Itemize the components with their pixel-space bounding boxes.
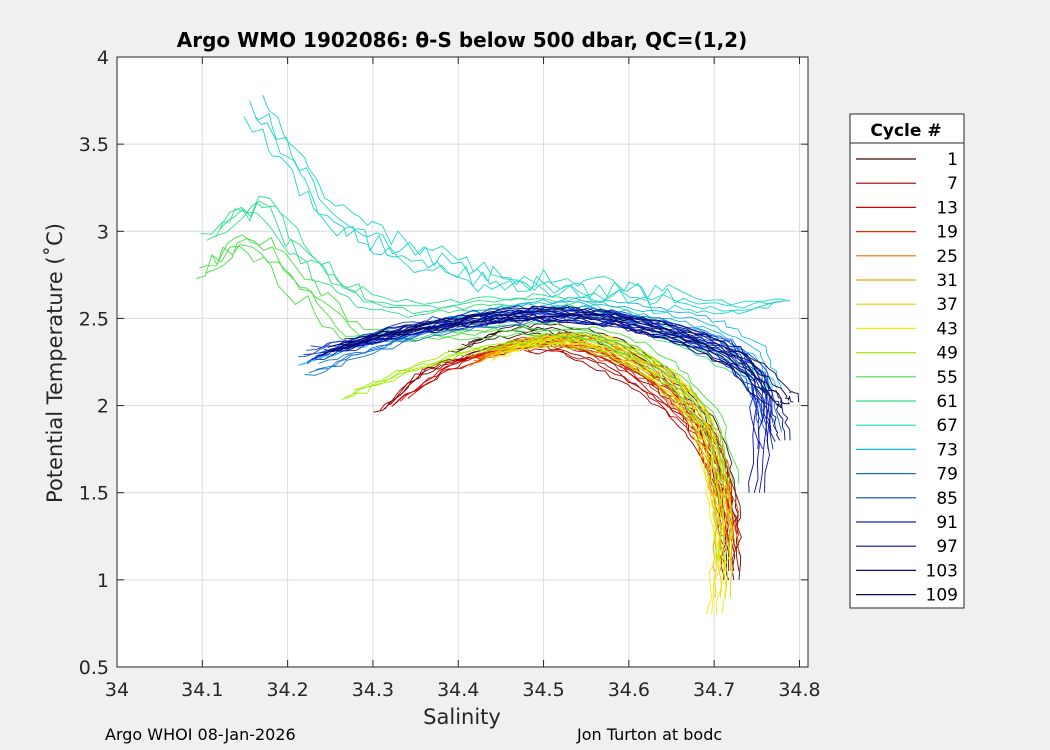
series-line-cycle-103 bbox=[330, 309, 786, 441]
y-tick-label: 0.5 bbox=[79, 657, 109, 679]
series-line-cycle-109 bbox=[330, 316, 784, 409]
y-tick-label: 3 bbox=[97, 221, 109, 243]
series-line-cycle-67 bbox=[254, 113, 786, 309]
series-line-cycle-49 bbox=[344, 340, 722, 563]
legend-entry-label: 19 bbox=[936, 223, 958, 243]
legend-entry-label: 103 bbox=[926, 561, 958, 581]
legend-entry-label: 109 bbox=[926, 586, 958, 606]
chart-title: Argo WMO 1902086: θ-S below 500 dbar, QC… bbox=[177, 28, 747, 52]
legend-entry-label: 25 bbox=[936, 247, 958, 267]
y-tick-label: 3.5 bbox=[79, 134, 109, 156]
legend-entry-label: 31 bbox=[936, 271, 958, 291]
x-tick-label: 34.6 bbox=[608, 679, 650, 701]
legend-entry-label: 7 bbox=[947, 174, 958, 194]
legend-entry-label: 79 bbox=[936, 465, 958, 485]
legend-entry-label: 85 bbox=[936, 489, 958, 509]
y-tick-label: 1.5 bbox=[79, 483, 109, 505]
y-tick-label: 2.5 bbox=[79, 308, 109, 330]
x-tick-label: 34.4 bbox=[437, 679, 479, 701]
footer-author: Jon Turton at bodc bbox=[577, 725, 723, 744]
series-line-cycle-109 bbox=[337, 314, 790, 405]
x-tick-label: 34.8 bbox=[778, 679, 820, 701]
legend-entry-label: 13 bbox=[936, 198, 958, 218]
plot-frame bbox=[116, 56, 809, 668]
series-line-cycle-43 bbox=[501, 336, 725, 615]
series-line-cycle-67 bbox=[249, 100, 780, 312]
series-group bbox=[195, 94, 800, 615]
series-line-cycle-55 bbox=[199, 244, 730, 485]
legend-entry-label: 49 bbox=[936, 344, 958, 364]
series-line-cycle-109 bbox=[344, 306, 800, 403]
series-line-cycle-43 bbox=[498, 339, 722, 615]
series-line-cycle-49 bbox=[351, 335, 727, 563]
legend: Cycle # 1 7 13 19 25 31 37 43 49 55 61 67 73 79 85 91 97… bbox=[849, 113, 965, 609]
series-line-cycle-103 bbox=[321, 316, 776, 442]
series-line-cycle-55 bbox=[205, 237, 735, 485]
y-tick-label: 1 bbox=[97, 570, 109, 592]
series-line-cycle-103 bbox=[329, 313, 781, 441]
legend-entry-label: 61 bbox=[936, 392, 958, 412]
axis-ticks: 34 34.1 34.2 34.3 34.4 34.5 34.6 34.7 34.80.511.… bbox=[79, 47, 821, 701]
x-axis-label: Salinity bbox=[423, 705, 501, 729]
x-tick-label: 34.2 bbox=[266, 679, 308, 701]
legend-entry-label: 97 bbox=[936, 537, 958, 557]
series-line-cycle-49 bbox=[341, 344, 718, 563]
legend-entry-label: 1 bbox=[947, 150, 958, 170]
legend-entry-label: 91 bbox=[936, 513, 958, 533]
x-tick-label: 34.1 bbox=[181, 679, 223, 701]
series-line-cycle-67 bbox=[262, 94, 791, 306]
series-line-cycle-7 bbox=[373, 348, 727, 572]
legend-entry-label: 73 bbox=[936, 440, 958, 460]
series-line-cycle-61 bbox=[200, 208, 758, 389]
legend-entry-label: 37 bbox=[936, 295, 958, 315]
series-line-cycle-55 bbox=[195, 246, 724, 485]
footer-source: Argo WHOI 08-Jan-2026 bbox=[105, 725, 296, 744]
x-tick-label: 34.5 bbox=[522, 679, 564, 701]
series-line-cycle-109 bbox=[342, 310, 794, 403]
legend-entry-label: 67 bbox=[936, 416, 958, 436]
y-tick-label: 2 bbox=[97, 396, 109, 418]
y-axis-label: Potential Temperature (˚C) bbox=[43, 223, 67, 503]
series-line-cycle-37 bbox=[498, 332, 734, 598]
legend-entry-label: 55 bbox=[936, 368, 958, 388]
x-tick-label: 34.7 bbox=[693, 679, 735, 701]
x-tick-label: 34 bbox=[105, 679, 129, 701]
legend-entry-label: 43 bbox=[936, 319, 958, 339]
legend-box bbox=[849, 113, 965, 609]
x-tick-label: 34.3 bbox=[352, 679, 394, 701]
series-line-cycle-67 bbox=[243, 116, 776, 315]
legend-title: Cycle # bbox=[870, 121, 941, 141]
legend-entries: 1 7 13 19 25 31 37 43 49 55 61 67 73 79 85 91 97 103 109 bbox=[856, 150, 958, 606]
y-tick-label: 4 bbox=[97, 47, 109, 69]
